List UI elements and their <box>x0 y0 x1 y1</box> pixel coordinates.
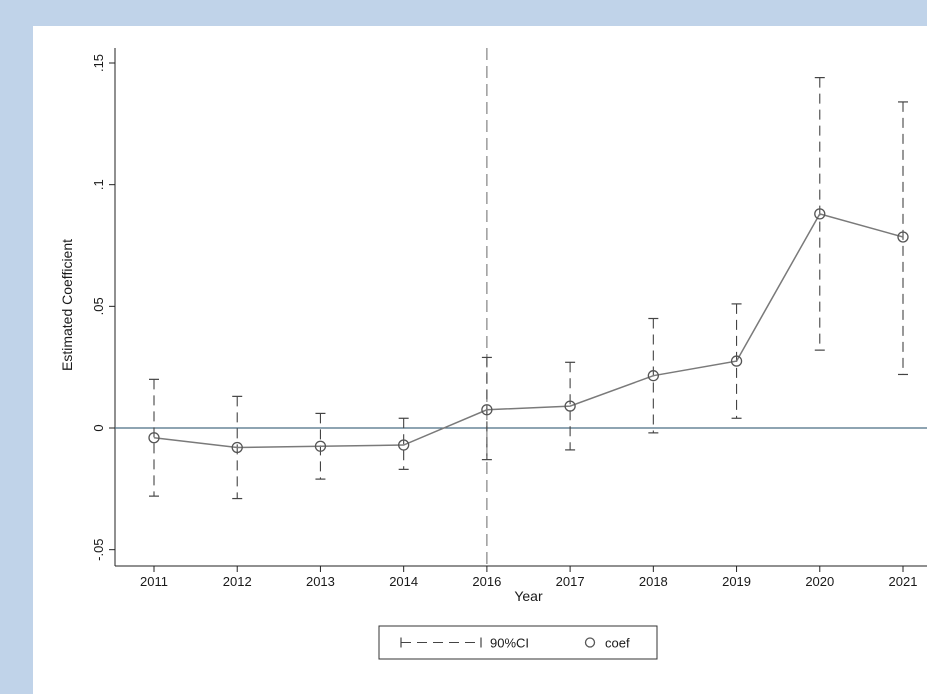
coef-point <box>564 400 576 412</box>
legend-coef-label: coef <box>605 636 630 651</box>
coef-series <box>148 208 909 454</box>
reference-lines <box>115 48 927 566</box>
y-axis-title: Estimated Coefficient <box>59 239 75 371</box>
y-tick-label: .15 <box>91 54 106 72</box>
chart-panel: .15 .1 .05 0 -.05 2011 2012 2013 2014 2016 2017 201… <box>33 26 927 694</box>
coef-point <box>148 432 160 444</box>
x-tick-label: 2012 <box>223 574 252 589</box>
coef-point <box>231 441 243 454</box>
y-tick-label: .05 <box>91 297 106 315</box>
coefficient-chart: .15 .1 .05 0 -.05 2011 2012 2013 2014 2016 2017 201… <box>59 48 927 660</box>
x-axis-title: Year <box>514 588 543 604</box>
coef-point <box>730 355 743 367</box>
coef-line <box>153 212 904 449</box>
axis-labels: Year Estimated Coefficient <box>59 239 543 604</box>
x-tick-label: 2021 <box>889 574 918 589</box>
legend-ci-label: 90%CI <box>490 636 529 651</box>
x-tick-label: 2019 <box>722 574 751 589</box>
y-tick-label: 0 <box>91 424 106 431</box>
coef-point <box>314 440 327 452</box>
x-tick-label: 2018 <box>639 574 668 589</box>
y-tick-label: .1 <box>91 179 106 190</box>
coef-point <box>897 231 909 243</box>
legend: 90%CI coef <box>378 625 658 660</box>
x-tick-label: 2013 <box>306 574 335 589</box>
coef-point <box>481 404 493 416</box>
confidence-intervals <box>149 76 908 500</box>
coef-point <box>398 439 410 451</box>
x-tick-label: 2011 <box>140 574 168 589</box>
coef-point <box>814 208 826 220</box>
coef-point <box>647 370 659 382</box>
y-tick-label: -.05 <box>91 538 106 560</box>
x-tick-label: 2017 <box>556 574 585 589</box>
x-tick-label: 2016 <box>472 574 501 589</box>
legend-coef-swatch <box>584 637 596 648</box>
axes: .15 .1 .05 0 -.05 2011 2012 2013 2014 2016 2017 201… <box>91 48 927 589</box>
x-tick-label: 2014 <box>389 574 418 589</box>
x-tick-label: 2020 <box>805 574 834 589</box>
